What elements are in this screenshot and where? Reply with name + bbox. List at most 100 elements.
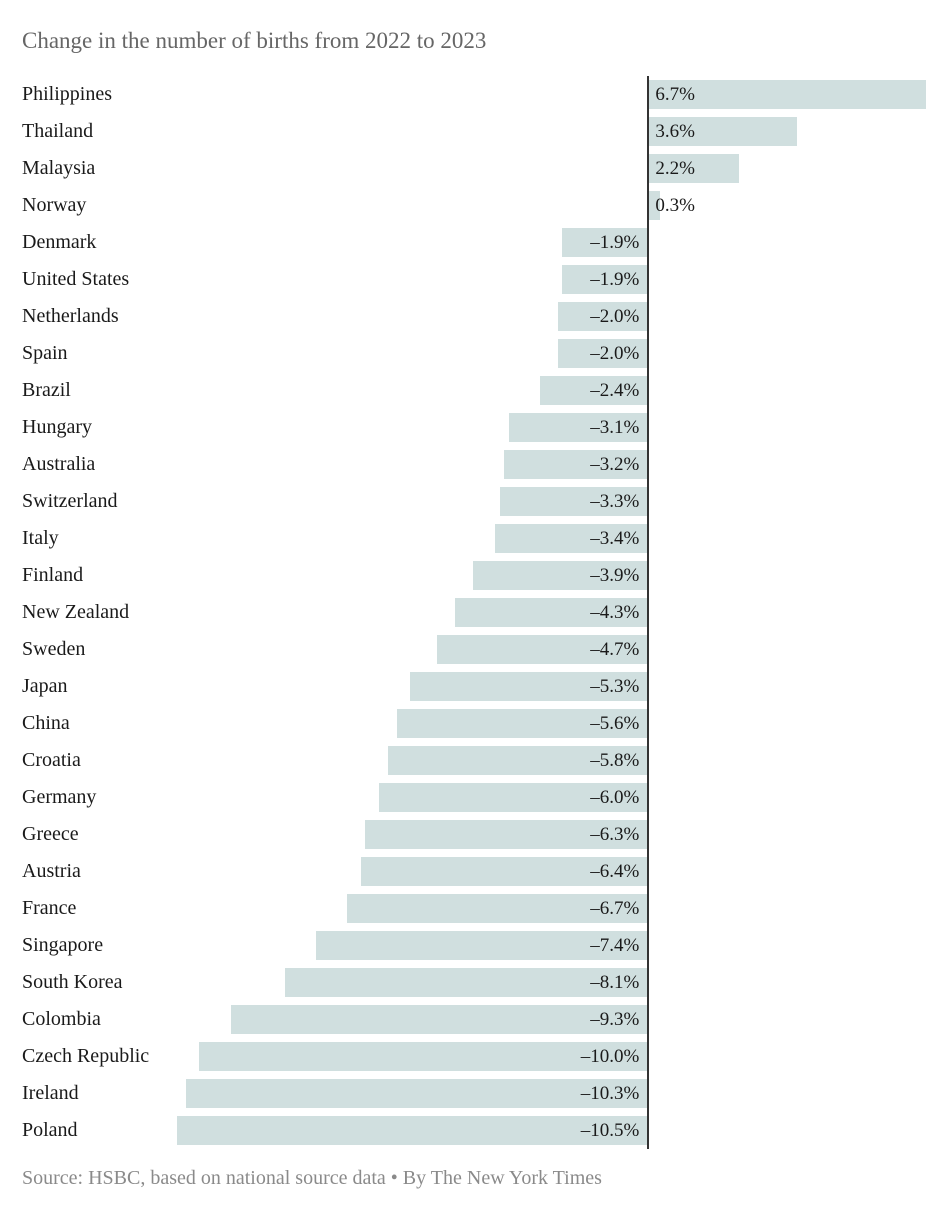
- plot-cell: –2.0%: [177, 298, 926, 335]
- zero-axis-segment: [647, 890, 649, 927]
- zero-axis-segment: [647, 298, 649, 335]
- chart-row: Austria–6.4%: [22, 853, 926, 890]
- country-label: Ireland: [22, 1082, 177, 1105]
- zero-axis-segment: [647, 335, 649, 372]
- plot-cell: –5.6%: [177, 705, 926, 742]
- value-label: –10.0%: [581, 1046, 640, 1068]
- zero-axis-segment: [647, 1038, 649, 1075]
- plot-cell: –2.4%: [177, 372, 926, 409]
- plot-cell: –1.9%: [177, 261, 926, 298]
- value-label: –8.1%: [590, 972, 639, 994]
- zero-axis-segment: [647, 594, 649, 631]
- country-label: Czech Republic: [22, 1045, 177, 1068]
- chart-row: Thailand 3.6%: [22, 113, 926, 150]
- plot-cell: –10.5%: [177, 1112, 926, 1149]
- value-label: –2.0%: [590, 306, 639, 328]
- value-label: –5.3%: [590, 676, 639, 698]
- chart-row: Spain–2.0%: [22, 335, 926, 372]
- zero-axis-segment: [647, 76, 649, 113]
- chart-row: Australia –3.2%: [22, 446, 926, 483]
- chart-row: Colombia–9.3%: [22, 1001, 926, 1038]
- plot-cell: –6.0%: [177, 779, 926, 816]
- chart-row: United States–1.9%: [22, 261, 926, 298]
- country-label: Croatia: [22, 749, 177, 772]
- zero-axis-segment: [647, 779, 649, 816]
- plot-cell: –10.0%: [177, 1038, 926, 1075]
- zero-axis-segment: [647, 187, 649, 224]
- chart-row: Malaysia2.2%: [22, 150, 926, 187]
- zero-axis-segment: [647, 372, 649, 409]
- bar: [231, 1005, 648, 1034]
- plot-cell: –3.1%: [177, 409, 926, 446]
- chart-source: Source: HSBC, based on national source d…: [22, 1167, 926, 1190]
- chart-row: Norway0.3%: [22, 187, 926, 224]
- value-label: –6.3%: [590, 824, 639, 846]
- plot-cell: –5.8%: [177, 742, 926, 779]
- value-label: 6.7%: [655, 84, 695, 106]
- chart-row: Germany–6.0%: [22, 779, 926, 816]
- zero-axis-segment: [647, 964, 649, 1001]
- value-label: –10.3%: [581, 1083, 640, 1105]
- country-label: Japan: [22, 675, 177, 698]
- zero-axis-segment: [647, 150, 649, 187]
- zero-axis-segment: [647, 631, 649, 668]
- chart-row: Finland –3.9%: [22, 557, 926, 594]
- value-label: –1.9%: [590, 232, 639, 254]
- value-label: –6.4%: [590, 861, 639, 883]
- value-label: –3.4%: [590, 528, 639, 550]
- plot-cell: –2.0%: [177, 335, 926, 372]
- country-label: Singapore: [22, 934, 177, 957]
- value-label: 3.6%: [655, 121, 695, 143]
- zero-axis-segment: [647, 853, 649, 890]
- plot-cell: 6.7%: [177, 76, 926, 113]
- chart-row: Philippines 6.7%: [22, 76, 926, 113]
- value-label: –5.6%: [590, 713, 639, 735]
- country-label: Brazil: [22, 379, 177, 402]
- zero-axis-segment: [647, 224, 649, 261]
- country-label: Switzerland: [22, 490, 177, 513]
- value-label: –3.9%: [590, 565, 639, 587]
- country-label: Australia: [22, 453, 177, 476]
- value-label: –2.0%: [590, 343, 639, 365]
- plot-cell: –4.3%: [177, 594, 926, 631]
- plot-cell: –6.3%: [177, 816, 926, 853]
- zero-axis-segment: [647, 446, 649, 483]
- value-label: –4.7%: [590, 639, 639, 661]
- plot-cell: –3.2%: [177, 446, 926, 483]
- chart-row: Hungary–3.1%: [22, 409, 926, 446]
- zero-axis-segment: [647, 927, 649, 964]
- value-label: –1.9%: [590, 269, 639, 291]
- chart-container: Change in the number of births from 2022…: [0, 0, 948, 1210]
- zero-axis-segment: [647, 409, 649, 446]
- country-label: New Zealand: [22, 601, 177, 624]
- value-label: –3.2%: [590, 454, 639, 476]
- country-label: Thailand: [22, 120, 177, 143]
- bar: [177, 1116, 647, 1145]
- value-label: –3.3%: [590, 491, 639, 513]
- country-label: Finland: [22, 564, 177, 587]
- country-label: Norway: [22, 194, 177, 217]
- country-label: Italy: [22, 527, 177, 550]
- chart-row: Czech Republic –10.0%: [22, 1038, 926, 1075]
- chart-row: Italy –3.4%: [22, 520, 926, 557]
- plot-cell: –9.3%: [177, 1001, 926, 1038]
- bar: [186, 1079, 647, 1108]
- value-label: 2.2%: [655, 158, 695, 180]
- chart-row: Switzerland –3.3%: [22, 483, 926, 520]
- country-label: Greece: [22, 823, 177, 846]
- bar-chart: Philippines6.7%Thailand3.6%Malaysia2.2%N…: [22, 76, 926, 1149]
- value-label: –5.8%: [590, 750, 639, 772]
- value-label: –7.4%: [590, 935, 639, 957]
- country-label: Philippines: [22, 83, 177, 106]
- chart-row: France–6.7%: [22, 890, 926, 927]
- plot-cell: –10.3%: [177, 1075, 926, 1112]
- country-label: China: [22, 712, 177, 735]
- plot-cell: –1.9%: [177, 224, 926, 261]
- value-label: –10.5%: [581, 1120, 640, 1142]
- chart-row: Sweden–4.7%: [22, 631, 926, 668]
- zero-axis-segment: [647, 1001, 649, 1038]
- zero-axis-segment: [647, 557, 649, 594]
- chart-row: South Korea–8.1%: [22, 964, 926, 1001]
- chart-title: Change in the number of births from 2022…: [22, 28, 926, 54]
- plot-cell: –3.4%: [177, 520, 926, 557]
